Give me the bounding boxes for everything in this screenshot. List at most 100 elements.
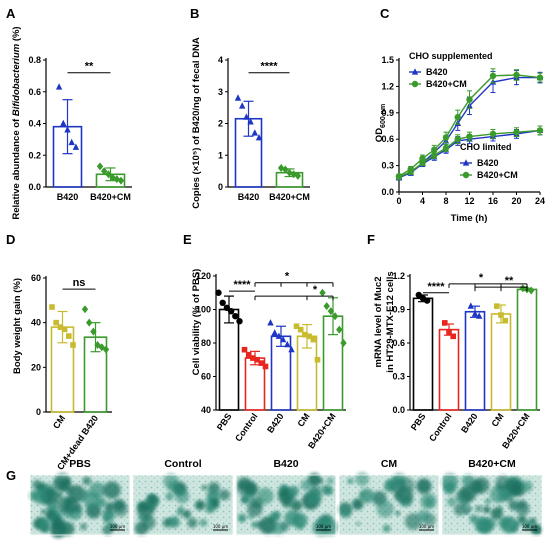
chart-a-data-point	[72, 143, 80, 150]
chart-a-ytick-label: 0.4	[28, 119, 41, 129]
micrograph-image: 100 μm	[235, 473, 339, 536]
legend-group-limited: CHO limited	[460, 142, 512, 152]
chart-d-data-point	[66, 333, 72, 339]
micrograph-frame	[441, 474, 543, 536]
micrograph-stain-blob	[351, 498, 364, 510]
chart-e-data-point	[219, 299, 226, 306]
chart-c-legend-marker	[462, 171, 470, 179]
chart-b-data-point	[251, 129, 258, 136]
micrograph-image: 100 μm	[29, 472, 131, 538]
micrograph-stain-blob	[199, 518, 208, 527]
micrograph-stain-blob	[453, 503, 466, 516]
chart-b-ytick-label: 4	[218, 55, 223, 65]
chart-c-data-point	[466, 96, 473, 103]
chart-b-data-point	[255, 133, 263, 141]
chart-b-category-label: B420	[238, 192, 260, 202]
micrograph-stain-blob	[187, 517, 198, 528]
chart-e-data-point	[241, 346, 248, 353]
chart-e-category-label: Control	[233, 411, 260, 443]
chart-f-ytick-label: 0.3	[392, 372, 405, 382]
chart-f-data-point	[498, 312, 504, 318]
chart-e-category-label: B420	[265, 411, 286, 434]
micrograph-stain-blob	[194, 500, 206, 511]
micrograph-stain-blob	[517, 499, 527, 510]
micrograph-stain-blob	[300, 479, 312, 491]
chart-f-data-point	[446, 329, 452, 335]
chart-e-data-point	[302, 331, 308, 338]
chart-f-bar	[438, 328, 460, 411]
chart-a-data-point	[64, 126, 71, 133]
chart-b-data-point	[243, 113, 250, 120]
micrograph-stain-blob	[482, 505, 491, 514]
micrograph-frame	[29, 474, 131, 536]
chart-f-data-point	[424, 297, 431, 304]
chart-b-data-point	[282, 165, 289, 174]
chart-a-category-label: B420	[57, 192, 79, 202]
chart-f-bar	[412, 297, 434, 411]
micrograph-stain-blob	[64, 477, 71, 485]
micrograph-stain-blob	[104, 502, 115, 512]
chart-c-data-point	[536, 127, 544, 134]
chart-f-category-label: PBS	[409, 411, 428, 432]
chart-f-data-point	[476, 312, 483, 319]
micrograph-stain-blob	[347, 478, 354, 485]
chart-e-data-point	[331, 312, 339, 321]
micrograph-stain-blob	[319, 484, 330, 495]
micrograph-stain-blob	[501, 516, 518, 534]
chart-b-data-point	[294, 171, 302, 180]
micrograph-stain-blob	[146, 494, 158, 506]
chart-c-data-point	[419, 159, 426, 167]
panel-label-e: E	[183, 232, 192, 247]
chart-c-legend-label: B420	[426, 67, 448, 77]
micrograph-stain-blob	[103, 481, 121, 499]
chart-e-category-label: CM	[295, 411, 311, 428]
chart-d-data-point	[102, 345, 110, 354]
chart-c-data-point	[513, 71, 520, 79]
chart-d-ylabel: Body weight gain (%)	[12, 278, 23, 374]
chart-e-category-label: PBS	[215, 411, 234, 432]
chart-c-legend-label: B420+CM	[477, 170, 518, 180]
chart-d-data-point	[61, 326, 68, 333]
micrograph-stain-blob	[382, 524, 391, 533]
micrograph-stain-blob	[290, 502, 295, 508]
micrograph-stain-blob	[288, 485, 300, 497]
chart-f-data-point	[528, 286, 535, 295]
chart-c-xtick-label: 12	[464, 196, 474, 206]
micrograph-stain-blob	[243, 492, 255, 505]
chart-c-ytick-label: 1.2	[381, 81, 394, 91]
chart-e-data-point	[288, 345, 295, 353]
chart-d-data-point	[57, 324, 64, 330]
chart-e-data-point	[323, 302, 330, 311]
chart-d-ytick-label: 40	[31, 318, 41, 328]
micrograph-stain-blob	[376, 500, 395, 518]
micrograph-image: 100 μm	[441, 473, 543, 536]
panel-label-a: A	[6, 6, 16, 21]
chart-d-data-point	[94, 341, 101, 349]
chart-d-data-point	[53, 319, 59, 326]
chart-e-ytick-label: 60	[201, 372, 211, 382]
chart-a-ytick-label: 0.6	[28, 87, 41, 97]
chart-c-xlabel: Time (h)	[451, 213, 488, 224]
chart-b-ytick-label: 2	[218, 119, 223, 129]
chart-a-ytick-label: 0.2	[28, 150, 41, 160]
micrograph-stain-blob	[178, 506, 184, 511]
chart-b-category-label: B420+CM	[269, 192, 310, 202]
chart-c-series-line	[398, 129, 541, 179]
micrograph-stain-blob	[175, 489, 190, 504]
chart-f-data-point	[502, 317, 508, 324]
chart-c-data-point	[466, 133, 473, 140]
micrograph-stain-blob	[33, 489, 49, 505]
micrograph-stain-blob	[167, 480, 179, 493]
chart-e-data-point	[275, 332, 283, 339]
chart-e-data-point	[236, 318, 243, 325]
micrograph-stain-blob	[257, 487, 274, 505]
chart-a-data-point	[117, 176, 125, 185]
micrograph-label: B420	[273, 458, 298, 470]
micrograph-stain-blob	[290, 499, 303, 512]
chart-a-data-point	[101, 167, 108, 176]
chart-c-data-point	[454, 136, 461, 143]
chart-c-xtick-label: 0	[396, 196, 401, 206]
scale-bar-label: 100 μm	[419, 524, 434, 529]
micrograph-stain-blob	[307, 489, 323, 505]
chart-c-ytick-label: 1.5	[381, 55, 394, 65]
